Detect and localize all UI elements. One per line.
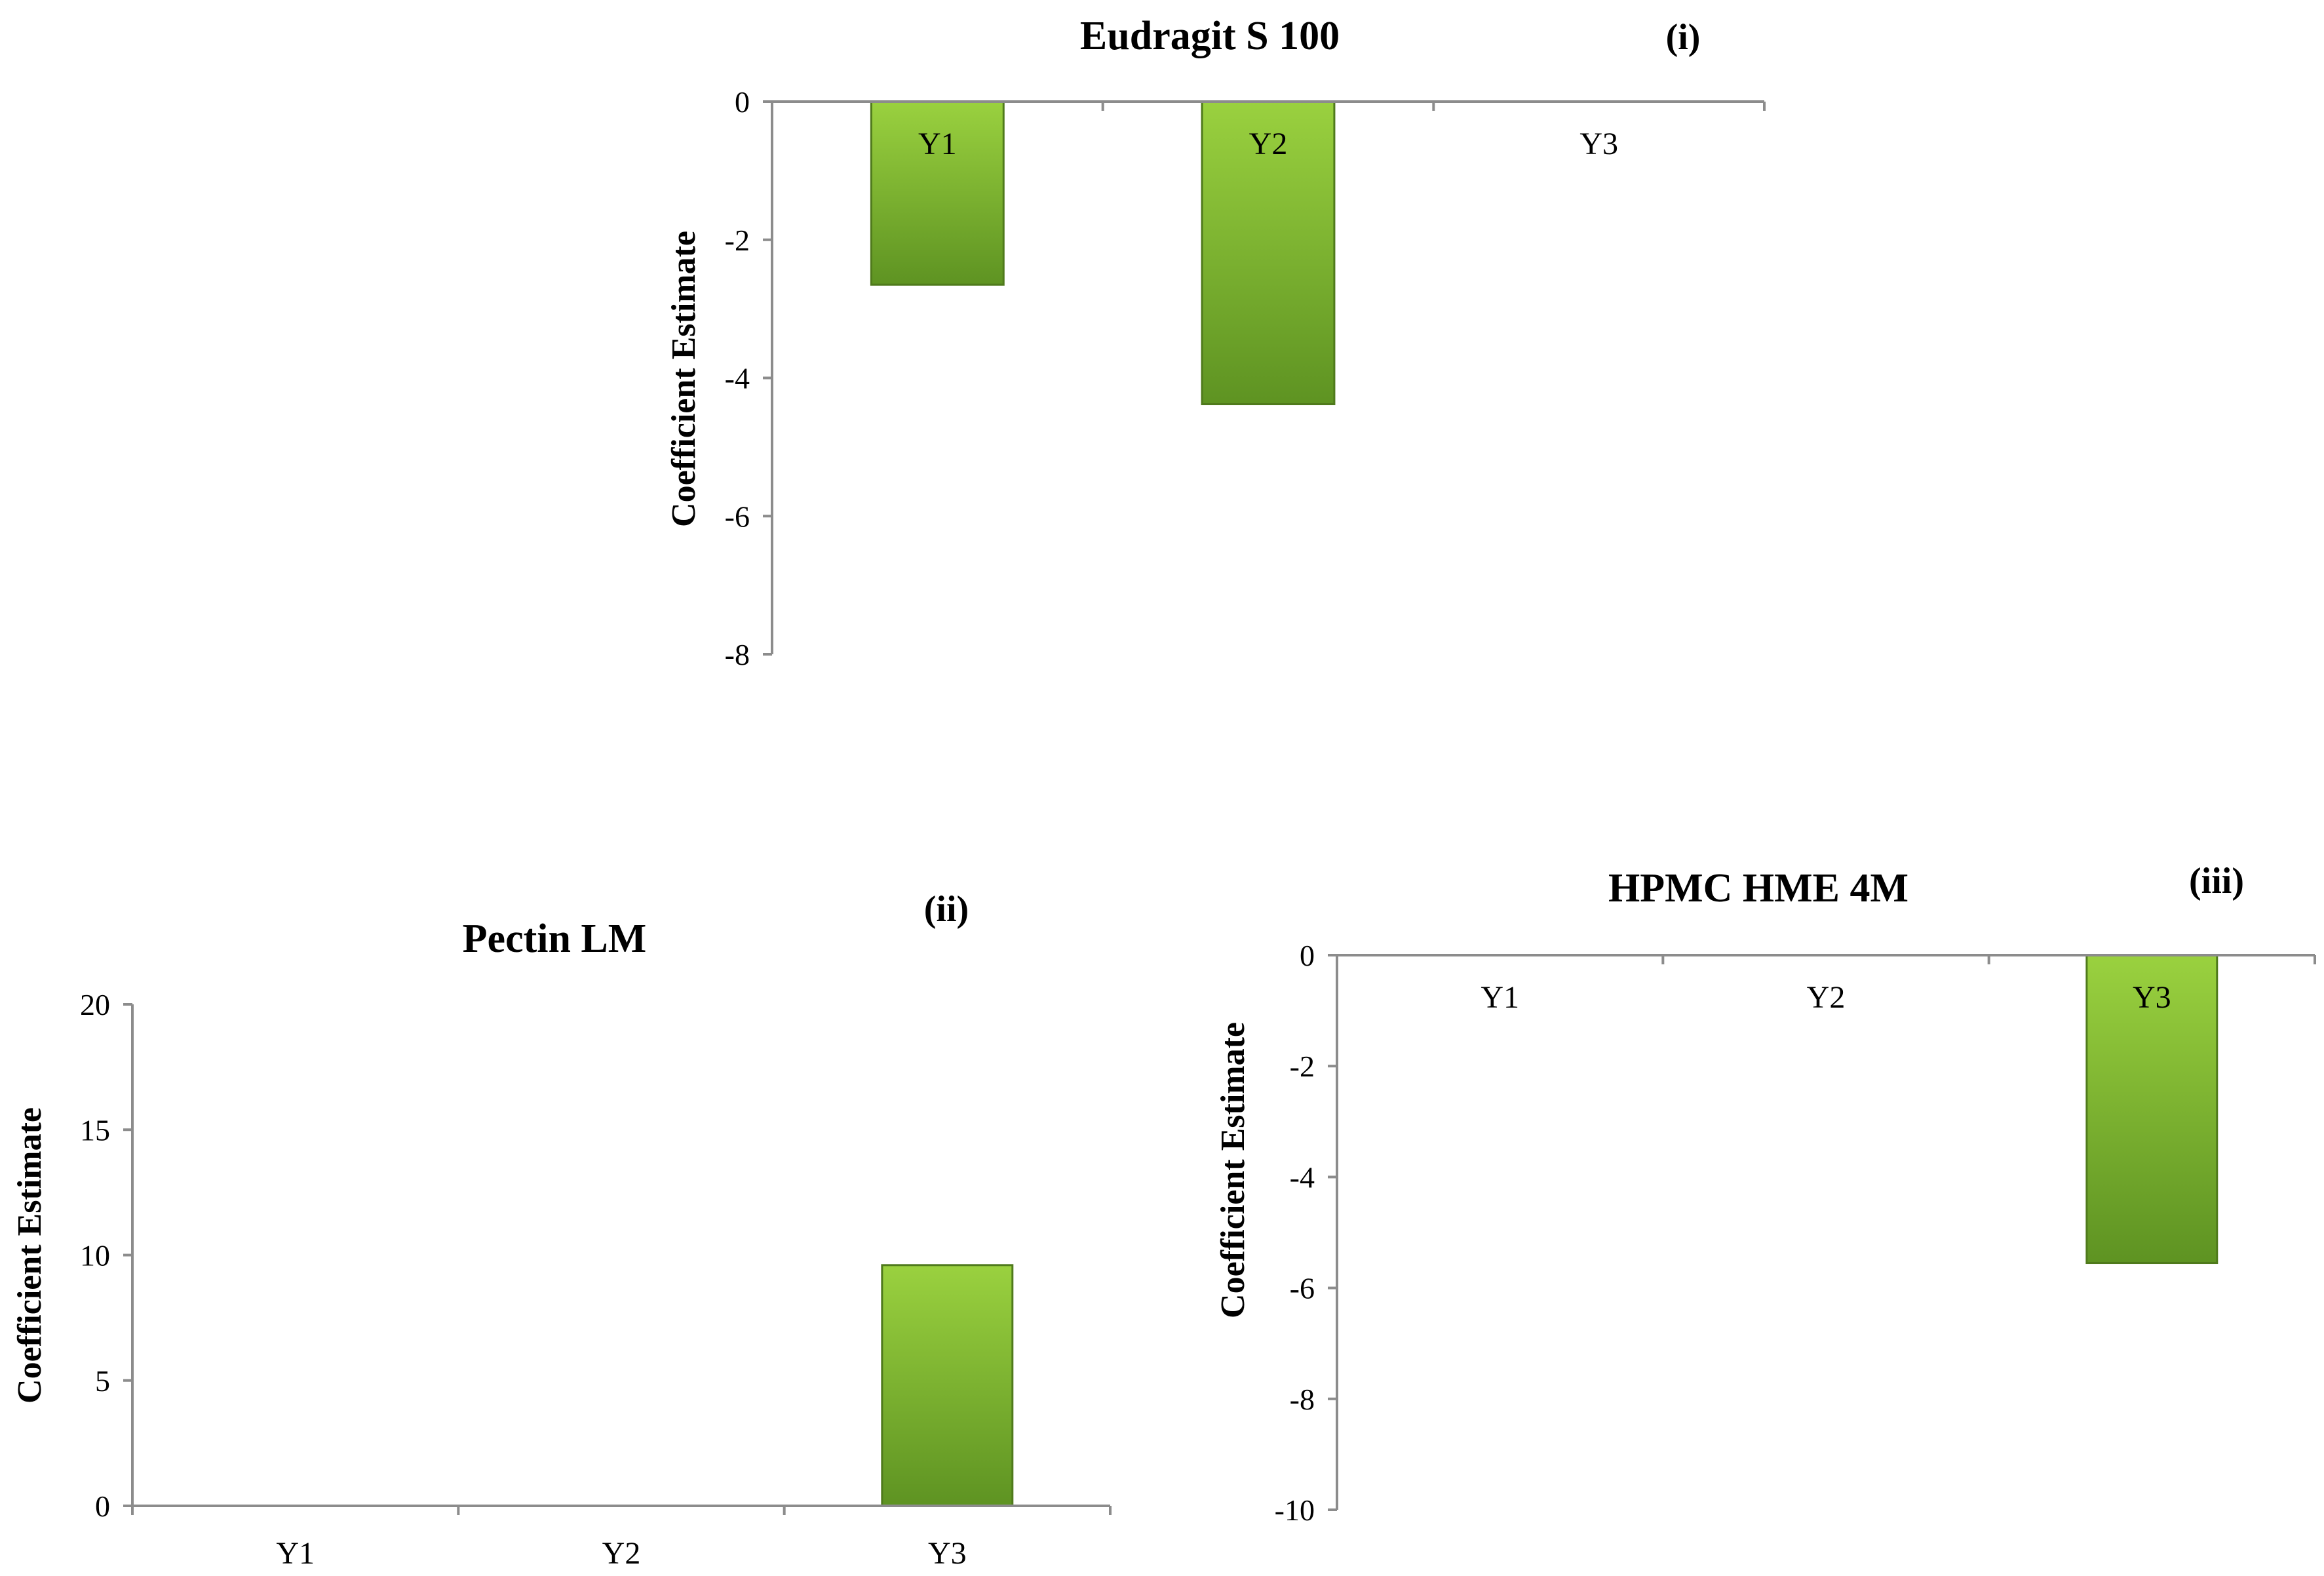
- y-tick-label: -2: [725, 224, 750, 257]
- y-tick-label: 10: [80, 1239, 110, 1272]
- y-tick-label: -10: [1275, 1493, 1315, 1527]
- y-tick-label: 0: [95, 1489, 110, 1523]
- y-tick-label: -4: [725, 362, 750, 395]
- category-label: Y1: [1481, 980, 1519, 1015]
- y-tick-label: 20: [80, 988, 110, 1021]
- category-label: Y3: [928, 1536, 967, 1571]
- category-label: Y3: [2133, 980, 2171, 1015]
- chart-title: Pectin LM: [463, 916, 647, 961]
- y-tick-label: 5: [95, 1364, 110, 1398]
- chart-title: Eudragit S 100: [1080, 14, 1340, 58]
- chart-eudragit: Eudragit S 100 (i) Coefficient Estimate …: [665, 14, 1766, 671]
- y-axis-label: Coefficient Estimate: [1214, 1022, 1252, 1318]
- category-label: Y2: [1249, 127, 1288, 161]
- category-label: Y3: [1579, 127, 1618, 161]
- y-tick-label: -8: [1290, 1383, 1315, 1416]
- y-tick-label: -8: [725, 638, 750, 671]
- y-tick-label: -6: [725, 500, 750, 533]
- y-tick-label: 0: [735, 85, 750, 119]
- y-tick-label: -4: [1290, 1160, 1315, 1194]
- category-label: Y2: [602, 1536, 641, 1571]
- category-label: Y1: [918, 127, 957, 161]
- category-label: Y2: [1807, 980, 1846, 1015]
- bar-y3: [881, 1264, 1014, 1507]
- y-tick-label: -6: [1290, 1272, 1315, 1305]
- chart-pectin: Pectin LM (ii) Coefficient Estimate 20 15…: [11, 889, 1112, 1571]
- y-tick-label: 15: [80, 1113, 110, 1147]
- bar-y3: [2085, 954, 2218, 1265]
- bar-y2: [1201, 100, 1336, 406]
- y-axis-label: Coefficient Estimate: [11, 1107, 48, 1404]
- category-label: Y1: [276, 1536, 315, 1571]
- y-tick-label: 0: [1300, 939, 1315, 972]
- panel-label: (i): [1666, 17, 1701, 58]
- chart-title: HPMC HME 4M: [1608, 866, 1908, 911]
- bar-y1: [870, 100, 1005, 286]
- y-tick-label: -2: [1290, 1050, 1315, 1083]
- y-axis-label: Coefficient Estimate: [665, 231, 703, 527]
- panel-label: (ii): [924, 889, 969, 930]
- panel-label: (iii): [2189, 861, 2244, 901]
- chart-hpmc: HPMC HME 4M (iii) Coefficient Estimate 0…: [1214, 861, 2316, 1527]
